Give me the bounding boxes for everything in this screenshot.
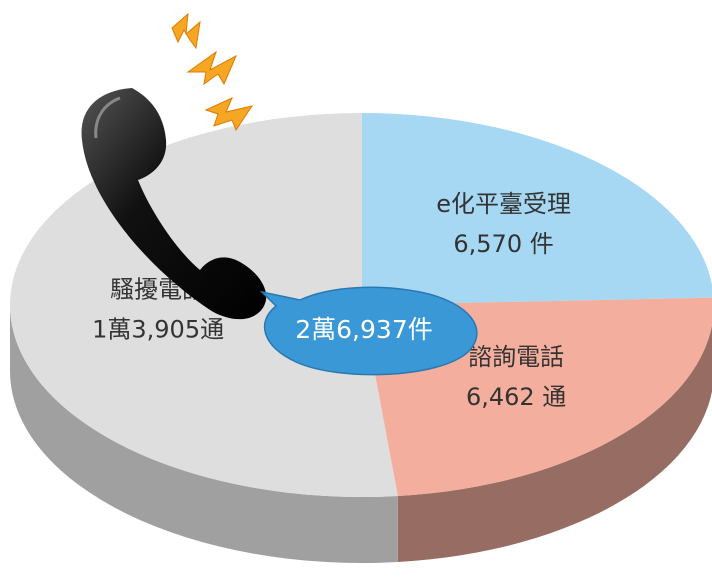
lightning-icon	[171, 12, 254, 132]
slice-label: e化平臺受理	[436, 190, 571, 218]
total-label: 2萬6,937件	[295, 315, 432, 344]
slice-side	[10, 305, 398, 563]
slice-value-label: 6,462 通	[466, 383, 566, 411]
speech-bubble: 2萬6,937件	[259, 286, 478, 376]
phone-icon	[81, 88, 267, 320]
slice-side	[397, 325, 712, 563]
slice-label: 諮詢電話	[468, 343, 564, 371]
slice-value-label: 1萬3,905通	[92, 316, 224, 344]
slice	[362, 113, 712, 305]
slice-value-label: 6,570 件	[453, 230, 553, 258]
